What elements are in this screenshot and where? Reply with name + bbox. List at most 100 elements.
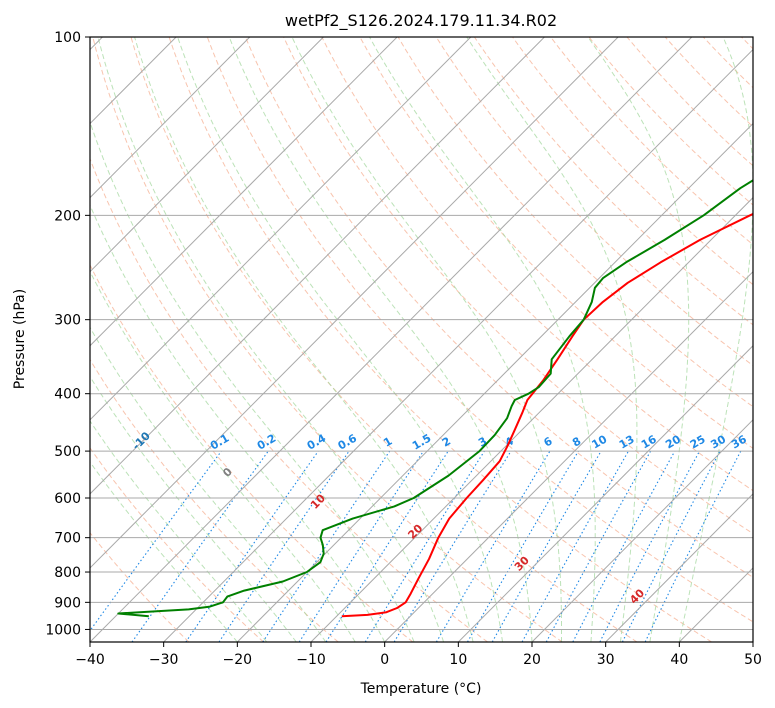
moist-adiabat bbox=[90, 120, 415, 642]
isotherm bbox=[163, 48, 753, 642]
x-tick-label: −10 bbox=[296, 652, 326, 668]
isotherm bbox=[752, 641, 753, 642]
mixing-ratio-label: 20 bbox=[663, 432, 683, 451]
x-axis-label: Temperature (°C) bbox=[360, 681, 482, 697]
plot-frame bbox=[89, 36, 754, 643]
mixing-ratio-line bbox=[545, 450, 652, 642]
mixing-ratio-line bbox=[521, 450, 629, 642]
dry-adiabat bbox=[283, 37, 753, 535]
dry-adiabat-label: -10 bbox=[130, 429, 153, 452]
mixing-ratio-line bbox=[393, 450, 512, 642]
isotherm bbox=[457, 345, 753, 642]
y-axis-label: Pressure (hPa) bbox=[12, 289, 28, 389]
mixing-ratio-label: 0.2 bbox=[255, 432, 278, 453]
mixing-ratio-label: 30 bbox=[708, 432, 728, 451]
dry-adiabat bbox=[168, 37, 712, 642]
isotherm bbox=[90, 37, 472, 421]
y-tick-label: 500 bbox=[54, 444, 81, 460]
x-tick-label: −40 bbox=[75, 652, 105, 668]
x-tick-label: −30 bbox=[149, 652, 179, 668]
y-tick-label: 800 bbox=[54, 565, 81, 581]
isotherm bbox=[310, 196, 753, 642]
mixing-ratio-line bbox=[599, 450, 700, 642]
y-tick-label: 600 bbox=[54, 491, 81, 507]
dry-adiabat bbox=[92, 37, 563, 642]
y-axis: 100 200 300 400 500 600 700 800 900 1000 bbox=[45, 30, 90, 638]
mixing-ratio-label: 0.1 bbox=[208, 432, 231, 453]
y-tick-label: 100 bbox=[54, 30, 81, 46]
mixing-ratio-label: 6 bbox=[542, 434, 555, 449]
mixing-ratio-line bbox=[325, 450, 449, 642]
pressure-gridlines bbox=[90, 37, 753, 630]
moist-adiabat bbox=[134, 37, 474, 642]
dry-adiabat bbox=[321, 37, 753, 492]
dry-adiabat bbox=[664, 37, 753, 128]
x-tick-label: 20 bbox=[523, 652, 541, 668]
dry-adiabat-label: 20 bbox=[405, 521, 425, 541]
x-tick-label: 0 bbox=[380, 652, 389, 668]
moist-adiabat bbox=[97, 37, 445, 642]
mixing-ratio-label: 2 bbox=[440, 435, 453, 450]
isotherm bbox=[90, 37, 619, 569]
chart-title: wetPf2_S126.2024.179.11.34.R02 bbox=[285, 11, 557, 31]
mixing-ratio-label: 13 bbox=[617, 433, 637, 452]
moist-adiabat bbox=[678, 37, 753, 642]
isopleth-labels: 0.10.20.40.611.52346810131620253036-100-… bbox=[52, 402, 749, 606]
mixing-ratio-line bbox=[90, 450, 222, 632]
mixing-ratio-label: 25 bbox=[688, 433, 708, 452]
moist-adiabat bbox=[466, 37, 638, 642]
y-tick-label: 400 bbox=[54, 387, 81, 403]
moist-adiabat bbox=[90, 461, 238, 642]
dry-adiabat bbox=[767, 24, 775, 642]
mixing-ratio-label: 1 bbox=[381, 435, 394, 450]
mixing-ratio-line bbox=[435, 450, 551, 642]
background-lines bbox=[90, 24, 775, 642]
dry-adiabat bbox=[702, 37, 753, 89]
moist-adiabat bbox=[90, 375, 297, 642]
x-tick-label: 10 bbox=[449, 652, 467, 668]
x-tick-label: 40 bbox=[670, 652, 688, 668]
mixing-ratio-line bbox=[298, 450, 424, 642]
dry-adiabat-label: 0 bbox=[220, 465, 235, 480]
dry-adiabat bbox=[206, 37, 753, 623]
isotherm bbox=[90, 37, 693, 642]
mixing-ratio-line bbox=[644, 450, 742, 642]
moist-adiabat bbox=[177, 37, 503, 642]
y-tick-label: 200 bbox=[54, 208, 81, 224]
dry-adiabat bbox=[244, 37, 753, 578]
y-tick-label: 900 bbox=[54, 595, 81, 611]
dry-adiabat bbox=[90, 263, 414, 642]
mixing-ratio-line bbox=[185, 450, 319, 642]
mixing-ratio-label: 16 bbox=[639, 432, 659, 451]
dry-adiabat bbox=[588, 37, 753, 206]
mixing-ratio-line bbox=[218, 450, 350, 642]
x-tick-label: 50 bbox=[744, 652, 762, 668]
dry-adiabat bbox=[90, 531, 190, 642]
mixing-ratio-label: 0.4 bbox=[305, 431, 329, 452]
isotherm bbox=[90, 37, 398, 347]
isotherm bbox=[236, 122, 753, 642]
mixing-ratio-line bbox=[572, 450, 676, 642]
moist-adiabat bbox=[228, 37, 533, 642]
dry-adiabat bbox=[511, 37, 753, 286]
isotherm bbox=[531, 419, 753, 642]
isotherm bbox=[90, 37, 251, 199]
isotherm bbox=[605, 493, 753, 642]
isotherm bbox=[384, 270, 753, 642]
dewpoint-profile-line bbox=[117, 179, 753, 618]
isotherm bbox=[90, 37, 545, 495]
y-tick-label: 700 bbox=[54, 531, 81, 547]
dry-adiabat-label: -20 bbox=[52, 402, 75, 425]
mixing-ratio-label: 10 bbox=[590, 432, 610, 451]
x-tick-label: −20 bbox=[223, 652, 253, 668]
dry-adiabat bbox=[473, 37, 753, 326]
dry-adiabat bbox=[90, 358, 339, 642]
y-tick-label: 300 bbox=[54, 313, 81, 329]
mixing-ratio-label: 1.5 bbox=[410, 432, 433, 453]
moist-adiabat bbox=[369, 37, 596, 642]
y-tick-label: 1000 bbox=[45, 622, 81, 638]
moist-adiabat bbox=[90, 270, 356, 642]
moist-adiabat bbox=[90, 420, 268, 642]
moist-adiabat bbox=[587, 37, 690, 642]
